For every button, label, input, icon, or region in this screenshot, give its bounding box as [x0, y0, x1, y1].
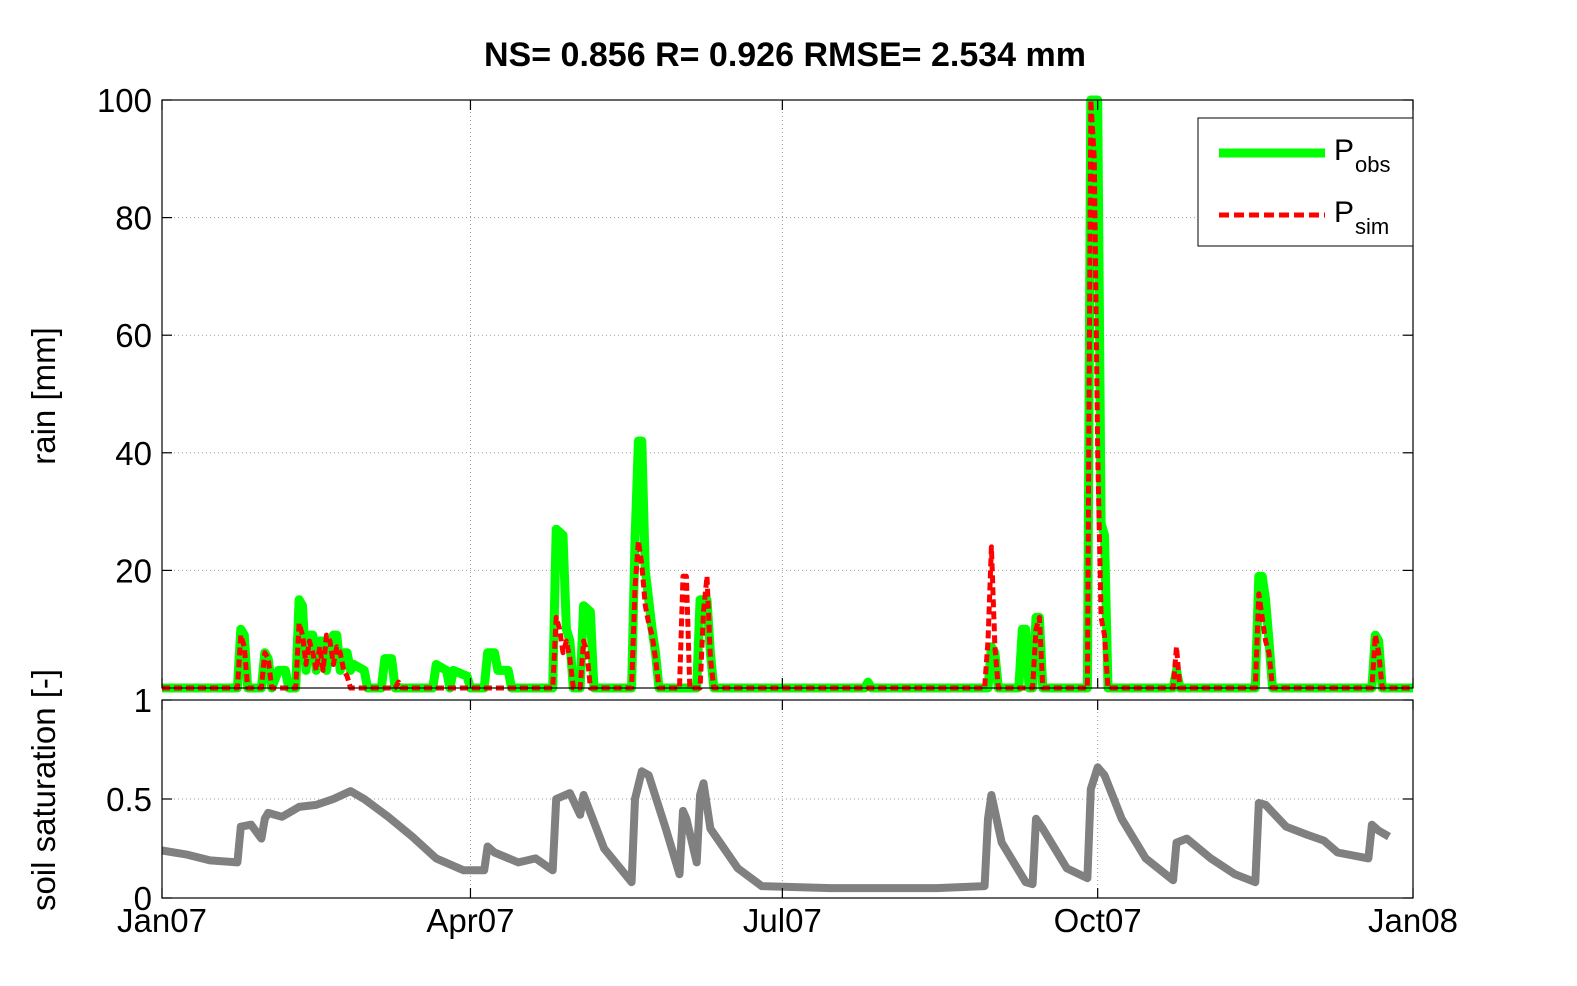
rain-y-ticks: 20 40 60 80 100	[97, 82, 1414, 688]
rain-plot-area	[161, 99, 1414, 689]
legend-obs-label: Pobs	[1334, 134, 1391, 177]
x-tick-label: Oct07	[1054, 902, 1142, 939]
legend-sim-label: Psim	[1334, 196, 1389, 239]
x-tick-label: Apr07	[426, 902, 514, 939]
legend: Pobs Psim	[1197, 117, 1414, 247]
y-tick-label: 1	[134, 682, 152, 719]
y-tick-label: 0	[134, 880, 152, 917]
x-tick-label: Jul07	[743, 902, 822, 939]
saturation-y-ticks: 00.51	[106, 682, 1414, 917]
saturation-y-axis-label: soil saturation [-]	[25, 669, 62, 911]
series-line-p-sim	[162, 97, 1413, 691]
y-tick-label: 20	[115, 552, 152, 589]
legend-obs-name: P	[1334, 134, 1354, 167]
x-tick-label: Jan07	[117, 902, 207, 939]
saturation-series	[161, 763, 1391, 893]
y-tick-label: 0.5	[106, 781, 152, 818]
rain-gridlines	[162, 100, 1413, 688]
legend-sim-name: P	[1334, 196, 1354, 229]
legend-obs-sub: obs	[1355, 152, 1390, 177]
y-tick-label: 60	[115, 317, 152, 354]
legend-sim-sub: sim	[1355, 214, 1389, 239]
x-ticks: Jan07 Apr07 Jul07 Oct07 Jan08	[117, 902, 1458, 939]
x-tick-label: Jan08	[1368, 902, 1458, 939]
rain-y-axis-label: rain [mm]	[25, 327, 62, 465]
series-line-soil-saturation	[161, 763, 1391, 893]
y-tick-label: 100	[97, 82, 152, 119]
legend-box	[1197, 117, 1414, 247]
y-tick-label: 80	[115, 200, 152, 237]
chart-title: NS= 0.856 R= 0.926 RMSE= 2.534 mm	[484, 36, 1086, 74]
y-tick-label: 40	[115, 435, 152, 472]
